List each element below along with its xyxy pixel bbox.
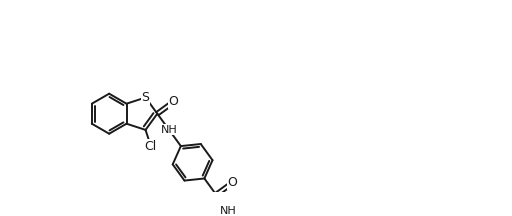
Text: O: O <box>227 176 237 189</box>
Text: O: O <box>168 95 179 108</box>
Text: NH: NH <box>161 125 178 135</box>
Text: Cl: Cl <box>145 140 157 152</box>
Text: NH: NH <box>220 206 237 216</box>
Text: S: S <box>141 91 150 104</box>
